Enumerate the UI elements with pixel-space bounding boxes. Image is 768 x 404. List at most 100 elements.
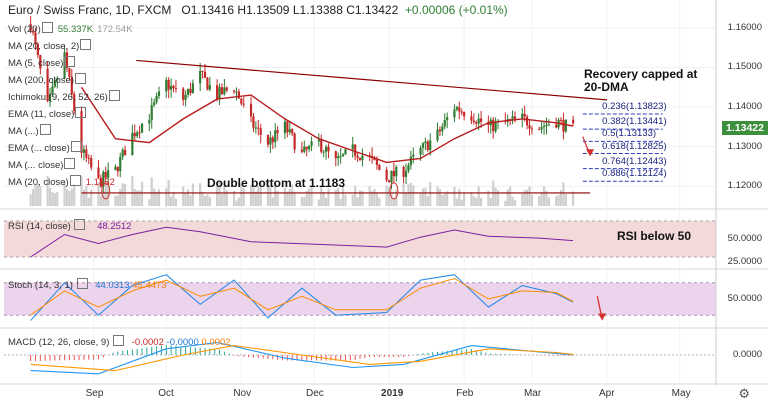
settings-icon[interactable] [80, 39, 92, 50]
volume-bar [509, 186, 512, 206]
volume-bar [63, 181, 66, 206]
volume-bar [174, 198, 178, 206]
volume-bar [458, 188, 461, 206]
indicator-label: MA (...) [8, 126, 39, 137]
candle-body [325, 146, 328, 152]
candle-body [97, 167, 100, 179]
settings-icon[interactable] [113, 335, 125, 346]
stoch-down-arrow-head [598, 313, 607, 321]
candle-body [155, 96, 158, 103]
candle-body [223, 87, 226, 95]
indicator-label: MA (200, close) [8, 75, 74, 86]
candle-body [203, 71, 207, 78]
candle-body [240, 98, 243, 104]
volume-bar [232, 190, 236, 206]
volume-bar [39, 185, 42, 206]
volume-bar [472, 196, 475, 206]
candle-body [249, 103, 253, 117]
volume-bar [203, 195, 207, 206]
volume-bar [201, 191, 204, 206]
indicator-legend-ma20-close: MA (20, close) 1.1352 [8, 175, 115, 188]
volume-bar [325, 198, 328, 206]
settings-icon[interactable] [70, 141, 82, 152]
indicator-label: Ichimoku (9, 26, 52, 26) [8, 92, 108, 103]
volume-bar [288, 189, 291, 206]
candle-body [322, 151, 325, 153]
volume-bar [412, 185, 415, 206]
volume-bar [283, 187, 287, 206]
volume-bar [337, 188, 340, 206]
settings-icon[interactable] [75, 73, 86, 84]
candle-body [85, 149, 88, 158]
settings-icon[interactable] [76, 278, 88, 289]
candle-body [148, 120, 151, 124]
candle-body [189, 88, 192, 94]
candle-body [446, 117, 449, 121]
macd-tick-label: 0.0000 [732, 349, 762, 360]
volume-bar [453, 186, 456, 206]
bottom-marker [101, 182, 111, 200]
volume-bar [65, 188, 69, 206]
volume-bar [90, 189, 93, 206]
price-tick-label: 1.16000 [727, 21, 762, 33]
fib-label: 0.382(1.13441) [602, 116, 667, 128]
volume-bar [436, 186, 439, 206]
volume-bar [477, 186, 480, 206]
settings-icon[interactable] [75, 107, 87, 118]
settings-icon[interactable] [39, 124, 51, 135]
candle-body [99, 178, 102, 187]
candle-body [407, 165, 410, 172]
candle-body [492, 119, 495, 132]
volume-bar [339, 198, 342, 206]
settings-icon[interactable] [108, 90, 120, 101]
volume-bar [51, 192, 54, 206]
candle-body [107, 170, 110, 178]
candle-body [56, 78, 59, 81]
volume-bar [70, 188, 73, 206]
volume-bar [351, 194, 354, 206]
candle-body [463, 111, 466, 117]
stoch-tick-label: 50.0000 [727, 293, 762, 304]
settings-icon[interactable] [74, 219, 86, 230]
macd-line-value: -0.0000 [166, 337, 199, 348]
price-change: +0.00006 (+0.01%) [404, 3, 508, 17]
candle-body [455, 107, 458, 110]
candle-body [286, 121, 289, 133]
volume-bar [121, 183, 124, 206]
drawings [81, 59, 663, 321]
volume-bar [572, 191, 575, 206]
settings-icon[interactable] [69, 175, 81, 186]
candle-body [283, 121, 287, 134]
volume-bar [31, 188, 35, 206]
candle-body [526, 116, 529, 126]
settings-icon[interactable] [64, 158, 76, 169]
candle-body [436, 129, 439, 141]
stoch-label: Stoch (14, 3, 1) [8, 280, 73, 291]
candle-body [291, 129, 294, 134]
candle-body [34, 32, 37, 45]
volume-bar [392, 198, 395, 206]
volume-bar [153, 188, 156, 206]
time-tick-label: Feb [456, 388, 474, 399]
volume-bar [191, 183, 194, 206]
macd-label: MACD (12, 26, close, 9) [8, 337, 110, 348]
volume-bar [421, 188, 425, 206]
indicator-legend-ema11: EMA (11, close) [8, 107, 87, 120]
volume-bar [133, 188, 136, 206]
annotation-rsi: RSI below 50 [617, 229, 692, 243]
candle-body [276, 130, 279, 134]
candle-body [361, 155, 364, 161]
candle-body [87, 157, 90, 159]
candle-body [564, 119, 567, 132]
volume-bar [82, 189, 86, 206]
fib-label: 0.886(1.12124) [602, 168, 667, 180]
settings-icon[interactable] [64, 56, 76, 67]
candle-body [334, 151, 337, 159]
volume-bar [441, 195, 444, 206]
volume-bar [354, 185, 357, 206]
volume-bar [138, 190, 141, 206]
settings-icon[interactable] [41, 22, 53, 33]
volume-bar [562, 182, 565, 206]
candle-body [271, 137, 274, 143]
gear-icon[interactable]: ⚙ [738, 386, 750, 401]
